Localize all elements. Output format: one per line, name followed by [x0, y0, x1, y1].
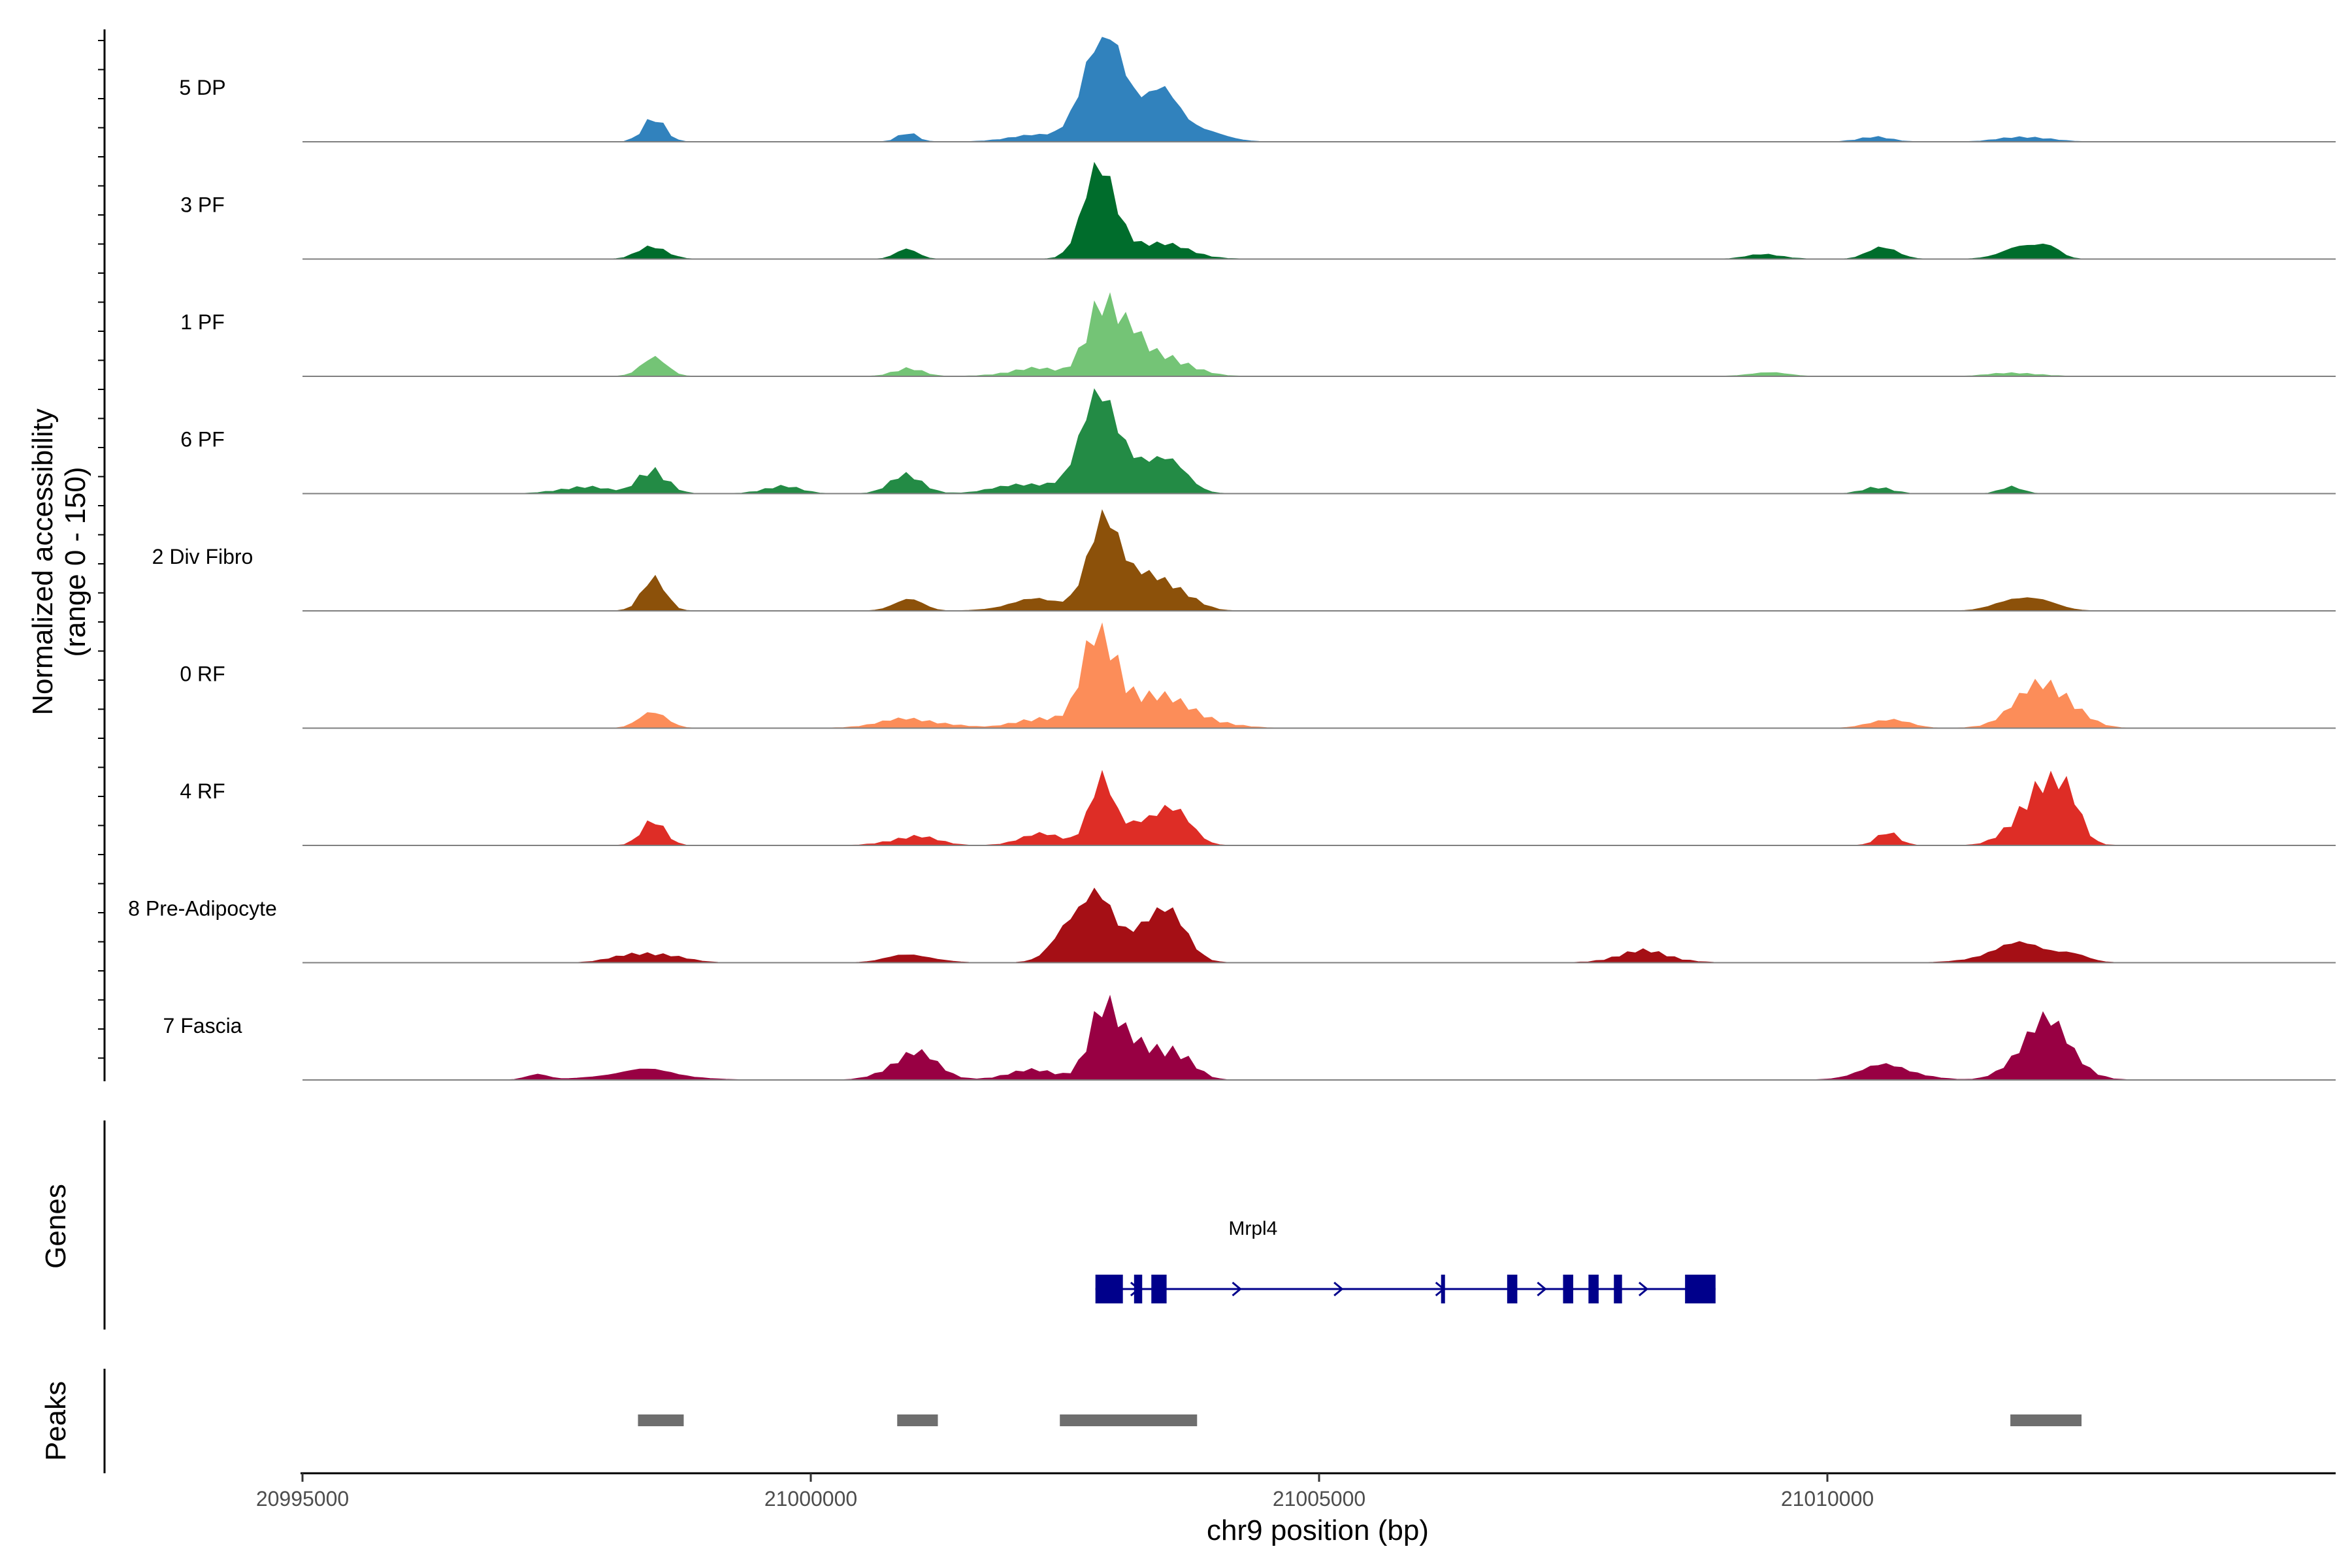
track-1-pf: 1 PF	[180, 292, 2336, 377]
peak-region	[897, 1414, 938, 1426]
peak-region	[1060, 1414, 1198, 1426]
track-label: 8 Pre-Adipocyte	[128, 897, 277, 921]
x-axis-ticks: 20995000 21000000 21005000 21010000	[256, 1473, 1874, 1511]
peaks-panel-title: Peaks	[40, 1381, 72, 1461]
track-label: 5 DP	[179, 76, 225, 99]
track-0-rf: 0 RF	[180, 622, 2336, 729]
y-axis-title: Normalized accessibility	[27, 408, 59, 715]
x-axis-title: chr9 position (bp)	[1207, 1514, 1429, 1546]
genes-panel-title: Genes	[40, 1184, 72, 1269]
track-7-fascia: 7 Fascia	[163, 994, 2336, 1081]
gene-exon	[1563, 1275, 1573, 1303]
track-label: 4 RF	[180, 779, 225, 803]
coverage-tracks: 5 DP 3 PF 1 PF 6 PF 2 Div Fibro 0 RF 4 RF 8 Pre…	[128, 37, 2336, 1081]
track-3-pf: 3 PF	[180, 161, 2336, 260]
gene-exon	[1685, 1275, 1716, 1303]
gene-exon	[1588, 1275, 1599, 1303]
strand-arrow	[1638, 1281, 1649, 1297]
track-5-dp: 5 DP	[179, 37, 2336, 142]
track-label: 1 PF	[180, 310, 225, 334]
x-tick-label: 21010000	[1781, 1487, 1874, 1511]
track-label: 0 RF	[180, 662, 225, 686]
strand-arrow	[1537, 1281, 1547, 1297]
peak-region	[638, 1414, 684, 1426]
gene-exon	[1507, 1275, 1518, 1303]
gene-exon	[1614, 1275, 1622, 1303]
gene-exon	[1441, 1275, 1445, 1303]
track-8-pre-adipocyte: 8 Pre-Adipocyte	[128, 887, 2336, 964]
x-tick-label: 20995000	[256, 1487, 349, 1511]
gene-track: Mrpl4	[1095, 1218, 1716, 1303]
strand-arrow	[1232, 1281, 1242, 1297]
x-tick-label: 21005000	[1273, 1487, 1365, 1511]
y-axis-title-range: (range 0 - 150)	[59, 466, 91, 657]
track-label: 3 PF	[180, 193, 225, 217]
coverage-y-axis-ticks	[98, 40, 105, 1059]
x-tick-label: 21000000	[764, 1487, 857, 1511]
gene-exon	[1134, 1275, 1143, 1303]
track-label: 7 Fascia	[163, 1014, 242, 1037]
peak-region	[2010, 1414, 2082, 1426]
gene-exon	[1151, 1275, 1167, 1303]
track-4-rf: 4 RF	[180, 770, 2336, 846]
track-6-pf: 6 PF	[180, 388, 2336, 495]
track-label: 2 Div Fibro	[152, 545, 253, 568]
peak-track	[638, 1414, 2082, 1426]
strand-arrow	[1333, 1281, 1344, 1297]
gene-exon	[1095, 1275, 1123, 1303]
track-label: 6 PF	[180, 428, 225, 451]
track-2-div-fibro: 2 Div Fibro	[152, 509, 2336, 612]
gene-name-label: Mrpl4	[1228, 1218, 1277, 1239]
